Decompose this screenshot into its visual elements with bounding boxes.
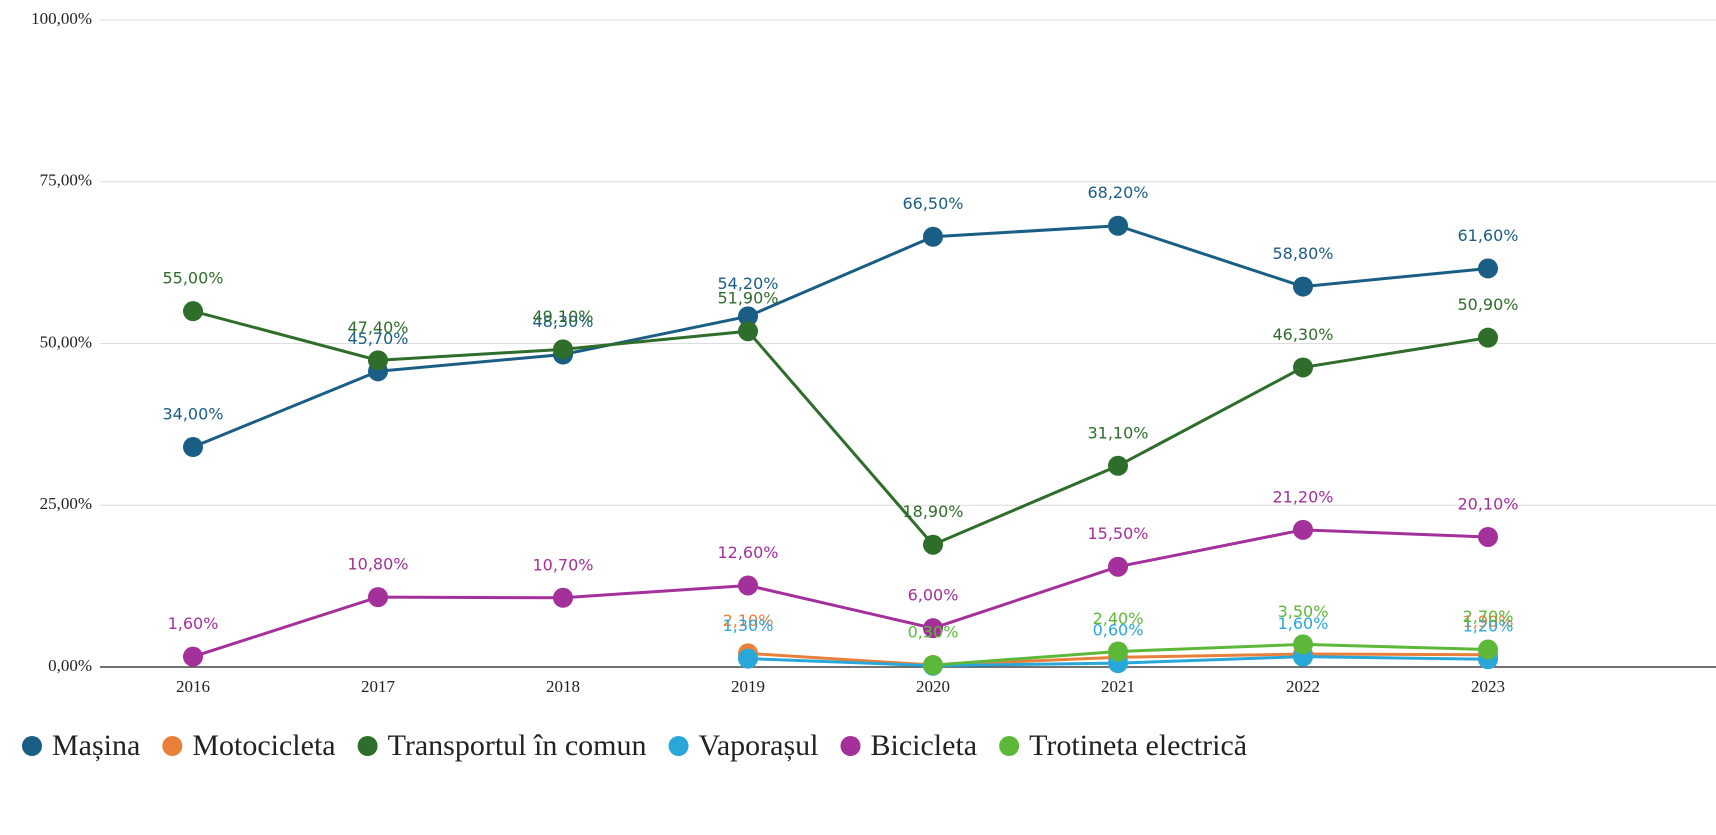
data-point xyxy=(1293,634,1313,655)
y-tick-label: 25,00% xyxy=(40,494,92,513)
data-point xyxy=(738,321,758,342)
data-label: 10,70% xyxy=(532,555,593,574)
data-label: 0,60% xyxy=(1093,621,1144,640)
legend-label: Motocicleta xyxy=(192,729,335,762)
data-point xyxy=(368,587,388,608)
data-label: 66,50% xyxy=(902,194,963,213)
data-label: 2,40% xyxy=(1093,609,1144,628)
legend-marker xyxy=(840,736,861,756)
data-point xyxy=(923,655,943,676)
data-label: 2,10% xyxy=(723,611,774,630)
data-label: 48,30% xyxy=(532,312,593,331)
x-tick-label: 2019 xyxy=(731,677,765,696)
data-label: 34,00% xyxy=(162,405,223,424)
data-label: 2,70% xyxy=(1463,607,1514,626)
legend-label: Mașina xyxy=(52,729,140,762)
data-label: 61,60% xyxy=(1457,226,1518,245)
legend-marker xyxy=(357,736,378,756)
data-label: 12,60% xyxy=(717,543,778,562)
data-label: 1,20% xyxy=(1463,617,1514,636)
data-point xyxy=(1293,519,1313,540)
data-point xyxy=(368,350,388,371)
data-label: 54,20% xyxy=(717,274,778,293)
data-label: 31,10% xyxy=(1087,423,1148,442)
series-line xyxy=(932,642,1489,667)
x-tick-label: 2021 xyxy=(1101,677,1135,696)
data-point xyxy=(183,301,203,322)
data-label: 50,90% xyxy=(1457,295,1518,314)
data-point xyxy=(738,306,758,327)
legend-label: Transportul în comun xyxy=(388,729,647,762)
legend-marker xyxy=(162,736,183,756)
data-label: 18,90% xyxy=(902,502,963,521)
data-point xyxy=(1108,641,1128,662)
data-point xyxy=(1478,526,1498,547)
data-label: 20,10% xyxy=(1457,494,1518,513)
data-label: 6,00% xyxy=(908,586,959,605)
data-label: 15,50% xyxy=(1087,524,1148,543)
data-label: 46,30% xyxy=(1272,325,1333,344)
x-tick-label: 2020 xyxy=(916,677,950,696)
data-label: 0,30% xyxy=(908,623,959,642)
data-point xyxy=(1108,455,1128,476)
data-label: 1,30% xyxy=(723,616,774,635)
y-tick-label: 100,00% xyxy=(31,9,92,28)
x-tick-label: 2017 xyxy=(361,677,396,696)
data-point xyxy=(1293,357,1313,378)
y-tick-label: 50,00% xyxy=(40,332,92,351)
data-point xyxy=(553,339,573,360)
data-label: 68,20% xyxy=(1087,183,1148,202)
legend-marker xyxy=(22,736,42,756)
data-label: 49,10% xyxy=(532,307,593,326)
x-tick-label: 2016 xyxy=(176,677,210,696)
series-line xyxy=(192,224,1489,449)
data-point xyxy=(1478,327,1498,348)
data-label: 3,50% xyxy=(1278,602,1329,621)
data-point xyxy=(1478,639,1498,660)
data-point xyxy=(1293,276,1313,297)
legend-marker xyxy=(999,736,1020,756)
data-label: 10,80% xyxy=(347,555,408,574)
data-point xyxy=(183,646,203,667)
data-point xyxy=(923,534,943,555)
data-label: 21,20% xyxy=(1272,487,1333,506)
data-point xyxy=(183,437,203,458)
x-tick-label: 2022 xyxy=(1286,677,1320,696)
data-point xyxy=(738,648,758,669)
data-point xyxy=(1108,556,1128,577)
series-line xyxy=(192,309,1489,547)
data-point xyxy=(553,587,573,608)
data-label: 1,60% xyxy=(1278,614,1329,633)
data-label: 55,00% xyxy=(162,269,223,288)
data-point xyxy=(738,575,758,596)
data-label: 1,90% xyxy=(1463,612,1514,631)
legend-label: Bicicleta xyxy=(871,729,978,762)
y-tick-label: 75,00% xyxy=(40,171,92,190)
series-line xyxy=(192,528,1489,659)
legend-marker xyxy=(668,736,689,756)
y-tick-label: 0,00% xyxy=(48,656,92,675)
data-label: 47,40% xyxy=(347,318,408,337)
data-point xyxy=(1478,258,1498,279)
data-point xyxy=(923,618,943,639)
data-label: 58,80% xyxy=(1272,244,1333,263)
data-label: 51,90% xyxy=(717,289,778,308)
legend-label: Vaporașul xyxy=(699,729,819,762)
data-point xyxy=(1108,215,1128,236)
legend-label: Trotineta electrică xyxy=(1029,729,1247,762)
x-tick-label: 2018 xyxy=(546,677,580,696)
x-tick-label: 2023 xyxy=(1471,677,1505,696)
data-point xyxy=(923,226,943,247)
data-label: 45,70% xyxy=(347,329,408,348)
data-label: 1,60% xyxy=(168,614,219,633)
